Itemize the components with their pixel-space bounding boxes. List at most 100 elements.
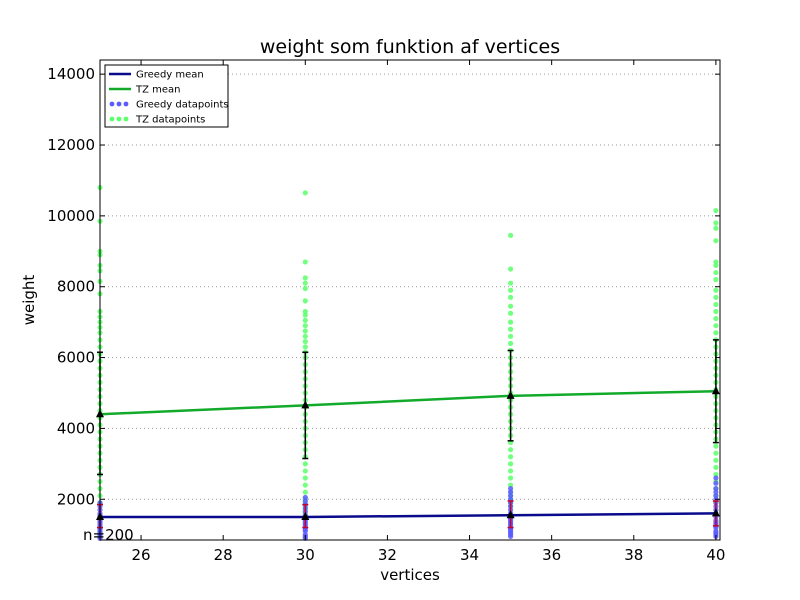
tz-datapoint (507, 287, 514, 293)
tz-datapoint (507, 461, 514, 467)
y-tick-label: 10000 (47, 207, 95, 225)
tz-datapoint (507, 340, 514, 346)
tz-datapoint (713, 330, 719, 336)
greedy-datapoint (713, 486, 719, 492)
ticks-layer: 2000 4000 6000 8000 10000 12000 14000 26 28 30 32 3… (47, 60, 725, 564)
legend-dot-swatch (123, 101, 129, 107)
tz-datapoint (713, 225, 719, 231)
legend: Greedy mean TZ mean Greedy datapoints TZ da… (104, 64, 229, 128)
tz-datapoint (507, 310, 514, 316)
x-tick-label: 38 (624, 546, 643, 564)
legend-dot-swatch (109, 101, 115, 107)
greedy-datapoint (302, 494, 308, 501)
legend-dot-swatch (116, 116, 122, 122)
tz-datapoint (713, 262, 719, 269)
tz-datapoint (302, 333, 308, 339)
y-tick-label: 12000 (47, 136, 95, 154)
legend-label: TZ mean (135, 85, 181, 96)
x-tick-label: 28 (214, 546, 233, 564)
tz-datapoint (507, 447, 514, 453)
line-layer (99, 389, 716, 519)
tz-datapoint (507, 266, 514, 272)
tz-datapoint (713, 277, 719, 283)
tz-datapoint (302, 482, 308, 488)
tz-datapoint (507, 294, 514, 300)
greedy-datapoint (507, 486, 514, 492)
tz-datapoint (507, 333, 514, 339)
tz-datapoint (507, 280, 514, 286)
tz-datapoint (507, 454, 514, 460)
tz-datapoint (507, 232, 514, 238)
x-tick-label: 34 (460, 546, 479, 564)
grid-layer (100, 73, 720, 500)
tz-datapoint (302, 275, 308, 281)
tz-datapoint (713, 269, 719, 276)
tz-datapoint (713, 294, 719, 300)
tz-datapoint (302, 190, 308, 196)
x-axis-label: vertices (380, 566, 440, 584)
tz-datapoint (713, 323, 719, 329)
tz-datapoint (302, 339, 308, 345)
y-tick-label: 8000 (57, 278, 95, 296)
tz-datapoint (302, 328, 308, 334)
y-tick-label: 2000 (57, 490, 95, 508)
tz-mean-marker (506, 390, 515, 399)
tz-datapoint (507, 468, 514, 474)
tz-datapoint (302, 312, 308, 318)
tz-datapoint (713, 315, 719, 322)
tz-datapoint (713, 220, 719, 226)
tz-datapoint (713, 301, 719, 308)
greedy-datapoint (713, 480, 719, 486)
legend-label: Greedy mean (136, 70, 204, 81)
greedy-mean-line (100, 512, 716, 519)
tz-datapoint (713, 238, 719, 244)
tz-datapoint (302, 317, 308, 323)
tz-datapoint (507, 319, 514, 325)
tz-datapoint (713, 207, 719, 214)
legend-dot-swatch (116, 101, 122, 107)
tz-mean-marker (711, 386, 720, 395)
tz-datapoint (713, 464, 719, 470)
legend-dot-swatch (109, 116, 115, 122)
x-tick-label: 32 (378, 546, 397, 564)
x-tick-label: 30 (296, 546, 315, 564)
tz-mean-marker (301, 400, 310, 409)
greedy-mean-marker (506, 510, 515, 519)
tz-datapoint (302, 298, 308, 304)
plot-frame (99, 59, 721, 541)
tz-datapoint (302, 489, 308, 495)
y-tick-label: 4000 (57, 419, 95, 437)
tz-datapoint (713, 308, 719, 315)
y-tick-label: 14000 (47, 65, 95, 83)
tz-datapoint (302, 259, 308, 265)
tz-datapoint (302, 285, 308, 292)
y-axis-label: weight (20, 275, 38, 326)
sample-size-annotation: n=200 (83, 526, 134, 544)
tz-datapoint (713, 457, 719, 463)
tz-datapoint (302, 280, 308, 286)
tz-datapoint (302, 475, 308, 481)
x-tick-label: 26 (132, 546, 151, 564)
y-tick-label: 6000 (57, 349, 95, 367)
tz-datapoint (302, 344, 308, 350)
legend-label: TZ datapoints (135, 115, 205, 126)
x-tick-label: 36 (542, 546, 561, 564)
legend-label: Greedy datapoints (136, 100, 229, 111)
chart-title: weight som funktion af vertices (260, 36, 560, 58)
legend-dot-swatch (123, 116, 129, 122)
tz-datapoint (302, 323, 308, 329)
tz-mean-line (99, 389, 716, 416)
greedy-mean-marker (301, 511, 310, 520)
tz-datapoint (302, 461, 308, 467)
tz-datapoint (507, 326, 514, 332)
greedy-datapoint (713, 475, 719, 481)
tz-datapoint (302, 468, 308, 474)
tz-datapoint (713, 450, 719, 456)
tz-datapoint (713, 287, 719, 293)
tz-datapoint (507, 475, 514, 481)
tz-datapoint (507, 303, 514, 309)
greedy-mean-marker (711, 508, 720, 517)
x-tick-label: 40 (706, 546, 725, 564)
tz-datapoint (713, 443, 719, 449)
